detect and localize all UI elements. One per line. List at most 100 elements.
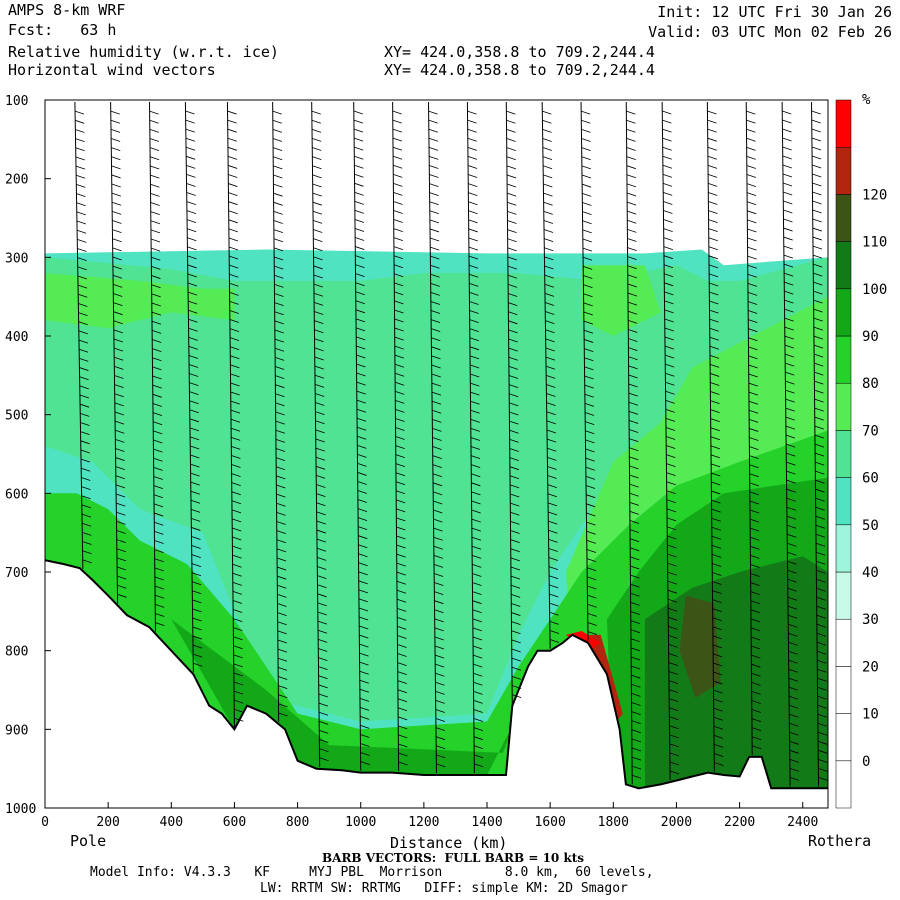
colorbar-swatch: [835, 382, 852, 431]
model-title: AMPS 8-km WRF: [8, 1, 126, 19]
wind-barb: [185, 110, 195, 115]
wind-barb: [782, 110, 792, 115]
wind-barb: [149, 110, 159, 115]
wind-barb: [746, 156, 756, 160]
wind-barb: [277, 612, 287, 617]
wind-barb: [392, 137, 403, 142]
wind-barb: [152, 339, 162, 343]
wind-barb: [359, 643, 369, 648]
wind-barb: [112, 211, 122, 215]
rh-region-100: [679, 595, 721, 698]
wind-barb: [543, 192, 553, 197]
wind-barb: [544, 247, 554, 252]
wind-barb: [712, 608, 722, 613]
wind-barb: [747, 301, 758, 305]
wind-barb: [786, 515, 797, 520]
wind-barb: [110, 128, 121, 133]
wind-barb: [782, 119, 792, 124]
wind-barb: [782, 182, 793, 187]
wind-barb: [506, 110, 516, 115]
wind-barb: [586, 539, 596, 544]
wind-barb: [708, 264, 719, 269]
wind-staff: [184, 101, 194, 673]
wind-barb: [112, 229, 122, 234]
wind-barb: [273, 183, 283, 188]
wind-barb: [227, 110, 237, 115]
wind-barb: [508, 356, 518, 361]
wind-barb: [787, 569, 797, 574]
wind-barb: [355, 282, 365, 287]
wind-barb: [357, 435, 367, 440]
wind-barb: [663, 219, 673, 223]
wind-barb: [227, 128, 237, 133]
wind-barb: [228, 219, 238, 224]
wind-barb: [811, 146, 822, 151]
wind-barb: [582, 211, 592, 215]
wind-barb: [274, 283, 284, 288]
wind-barb: [275, 384, 285, 389]
wind-barb: [79, 376, 89, 381]
wind-barb: [508, 329, 518, 334]
wind-barb: [75, 165, 86, 170]
wind-barb: [429, 192, 439, 197]
wind-barb: [628, 420, 639, 424]
wind-barb: [472, 564, 482, 568]
wind-barb: [748, 391, 759, 396]
wind-barb: [186, 192, 196, 196]
wind-barb: [359, 688, 370, 693]
wind-barb: [549, 630, 560, 634]
wind-barb: [78, 321, 88, 326]
wind-barb: [814, 443, 825, 448]
wind-barb: [709, 345, 720, 350]
wind-barb: [149, 156, 160, 161]
wind-barb: [190, 463, 200, 468]
wind-barb: [666, 508, 677, 513]
wind-barb: [228, 201, 238, 206]
wind-barb: [111, 174, 121, 179]
wind-barb: [151, 329, 162, 334]
wind-barb: [627, 247, 637, 251]
wind-barb: [359, 634, 369, 639]
wind-barb: [231, 473, 241, 477]
wind-barb: [668, 616, 678, 621]
wind-barb: [667, 553, 677, 558]
wind-barb: [584, 375, 594, 380]
wind-barb: [548, 511, 558, 516]
wind-barb: [549, 611, 559, 616]
wind-barb: [749, 491, 759, 496]
wind-barb: [548, 529, 558, 534]
wind-barb: [511, 639, 521, 644]
wind-barb: [229, 255, 239, 260]
wind-barb: [187, 237, 197, 242]
wind-barb: [467, 137, 477, 142]
wind-barb: [785, 434, 796, 439]
wind-barb: [434, 609, 444, 614]
wind-barb: [397, 653, 407, 657]
wind-barb: [359, 679, 369, 684]
colorbar-label: 0: [862, 754, 870, 770]
x-tick-label: 0: [41, 815, 49, 830]
wind-barb: [396, 598, 407, 603]
wind-barb: [276, 502, 286, 507]
wind-barb: [818, 767, 828, 772]
x-end-left: Pole: [70, 832, 107, 850]
wind-barb: [111, 156, 121, 161]
wind-barb: [358, 544, 368, 549]
wind-barb: [470, 373, 480, 378]
wind-barb: [358, 535, 368, 540]
wind-barb: [817, 722, 828, 727]
wind-barb: [276, 521, 286, 525]
wind-barb: [277, 666, 288, 671]
wind-barb: [186, 183, 196, 187]
wind-barb: [187, 291, 198, 296]
wind-barb: [508, 366, 519, 370]
wind-barb: [748, 400, 759, 405]
wind-barb: [631, 665, 641, 670]
wind-barb: [189, 400, 199, 405]
wind-barb: [317, 611, 327, 616]
x-tick-label: 800: [286, 815, 309, 830]
wind-barb: [151, 284, 161, 289]
wind-barb: [396, 517, 406, 522]
wind-barb: [710, 445, 721, 450]
wind-barb: [511, 621, 521, 626]
